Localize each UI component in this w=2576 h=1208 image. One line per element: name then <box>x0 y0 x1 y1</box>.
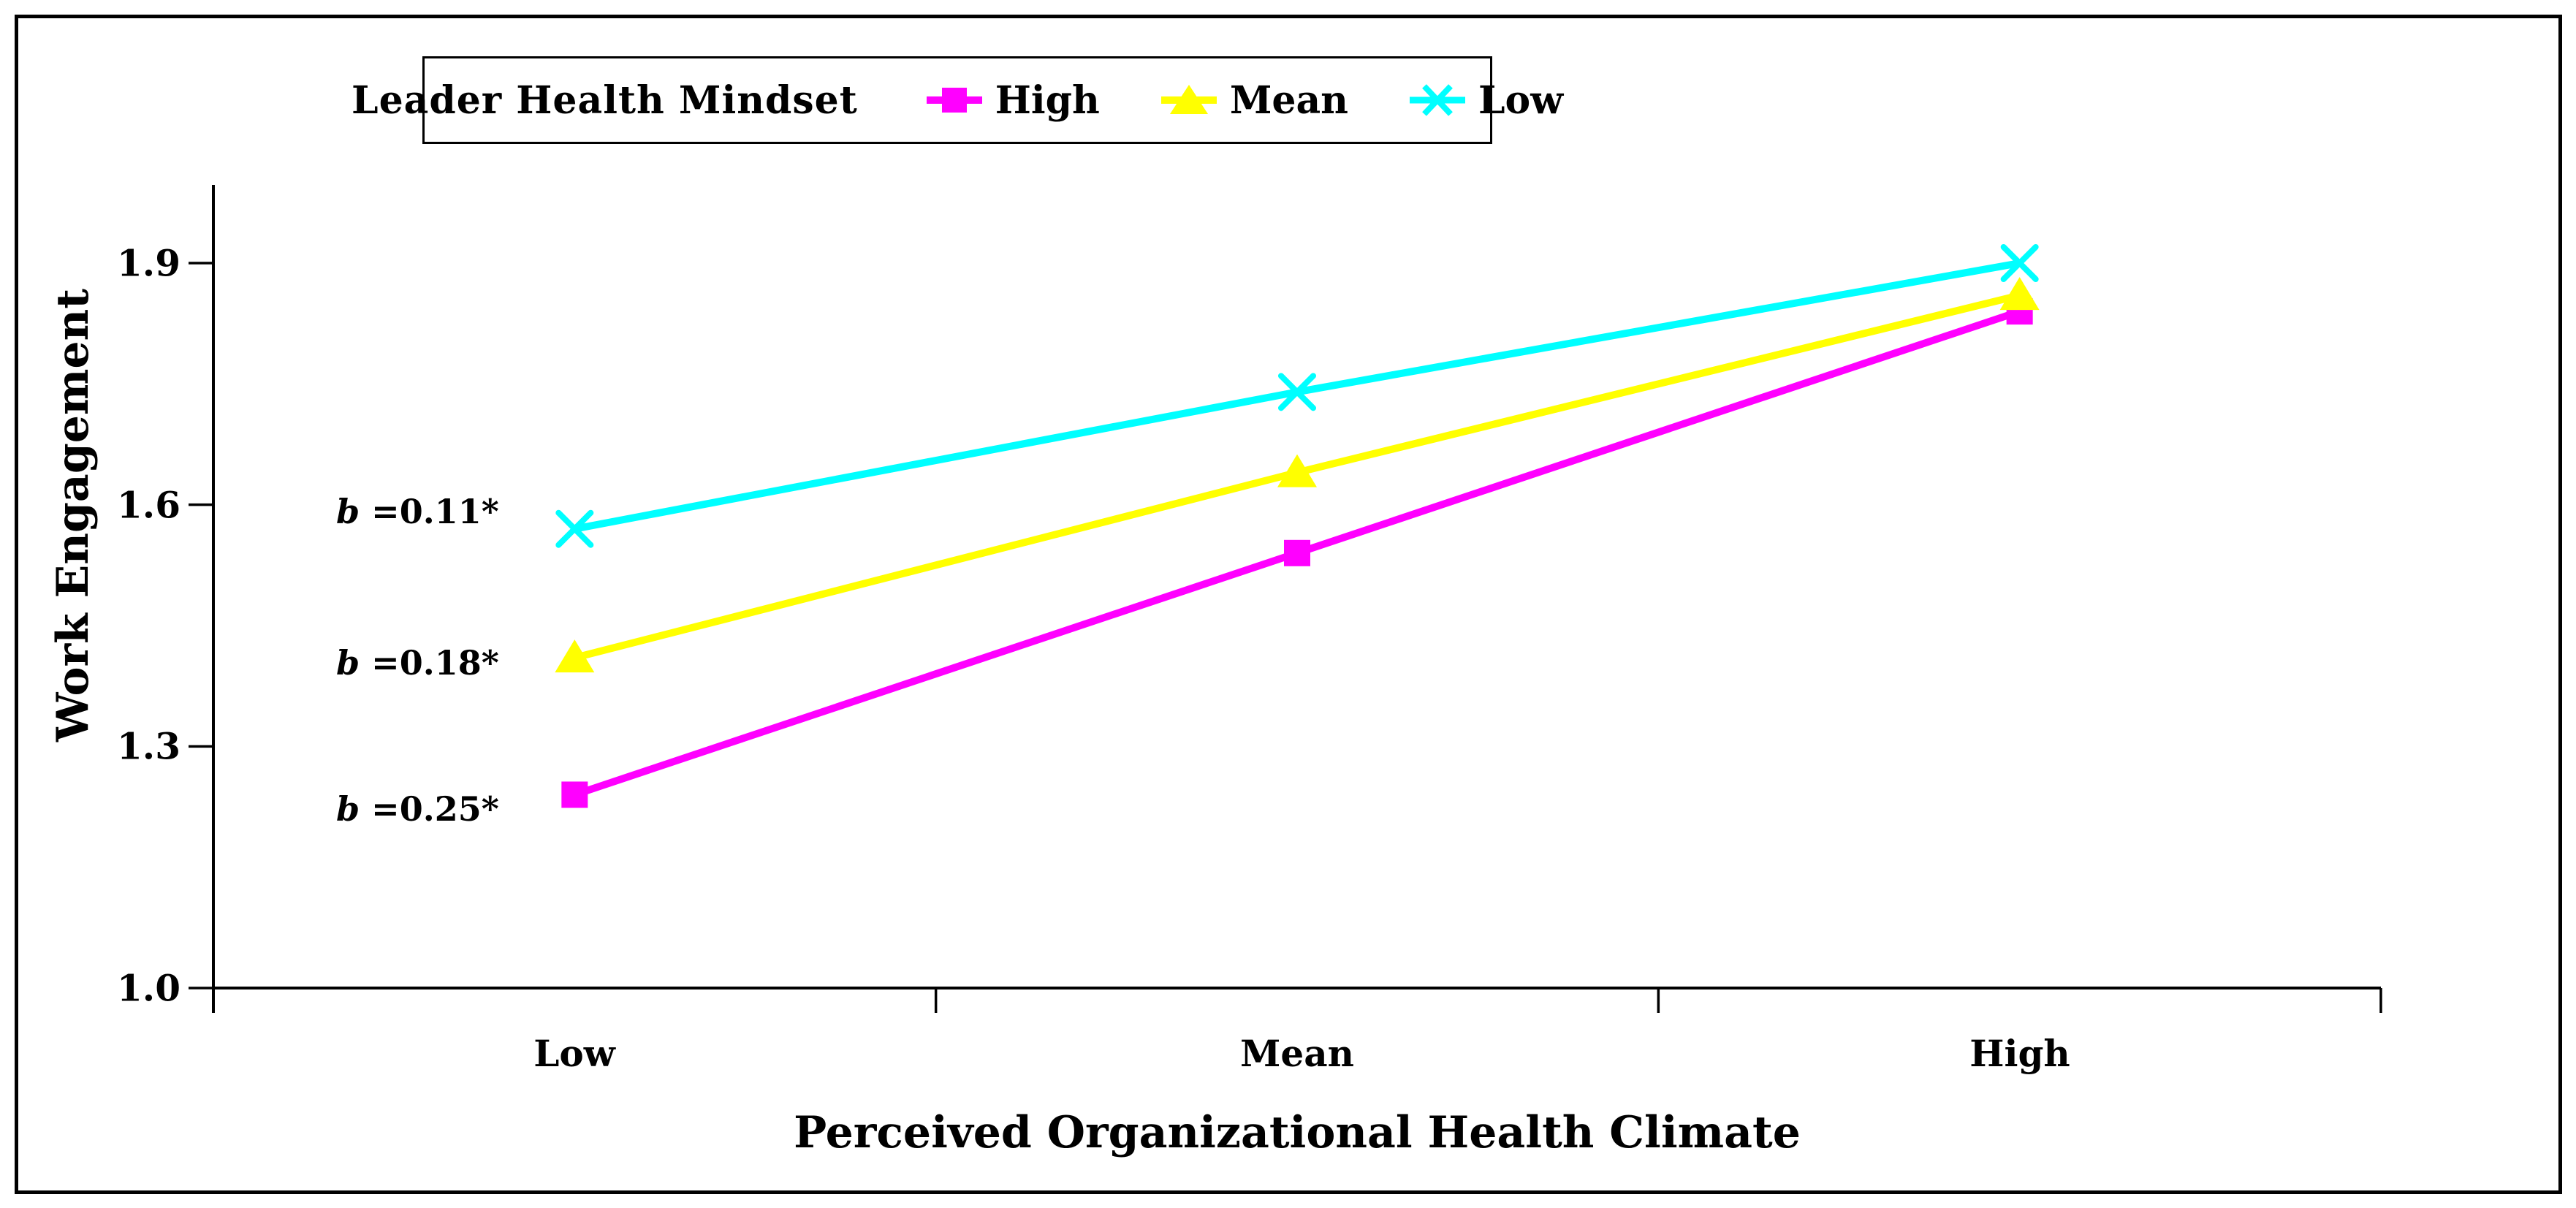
triangle-marker-mean-0 <box>555 639 595 673</box>
x-tick-label: Mean <box>1240 1032 1354 1075</box>
y-tick-label: 1.6 <box>117 483 181 527</box>
y-tick-label: 1.0 <box>117 966 181 1010</box>
legend: Leader Health Mindset High Mean Low <box>352 56 1563 144</box>
legend-label-low: Low <box>1478 77 1563 123</box>
slope-annotation-mean: b =0.18* <box>336 643 499 683</box>
x-marker-low-1 <box>1278 373 1316 411</box>
triangle-marker-mean-1 <box>1277 454 1317 487</box>
legend-label-high: High <box>995 77 1100 123</box>
x-marker-low-0 <box>555 509 594 548</box>
triangle-marker-mean-2 <box>1999 277 2040 311</box>
x-marker-low-2 <box>2000 244 2039 282</box>
square-marker-icon <box>926 88 982 113</box>
x-tick-label: Low <box>533 1032 615 1075</box>
square-marker-high-1 <box>1284 539 1310 566</box>
y-tick-label: 1.3 <box>117 724 181 768</box>
legend-item-mean: Mean <box>1158 78 1348 123</box>
slope-annotation-low: b =0.11* <box>336 492 499 531</box>
legend-item-high: High <box>924 78 1100 123</box>
legend-title: Leader Health Mindset <box>352 77 858 123</box>
figure-border <box>15 15 2562 1194</box>
triangle-marker-icon <box>1160 85 1217 114</box>
legend-label-mean: Mean <box>1229 77 1348 123</box>
legend-item-low: Low <box>1407 78 1563 123</box>
slope-annotation-high: b =0.25* <box>336 789 499 829</box>
x-axis-title: Perceived Organizational Health Climate <box>794 1107 1801 1158</box>
square-marker-high-0 <box>561 781 588 808</box>
x-tick-label: High <box>1969 1032 2070 1075</box>
y-tick-label: 1.9 <box>117 241 181 285</box>
x-marker-icon <box>1409 84 1465 116</box>
